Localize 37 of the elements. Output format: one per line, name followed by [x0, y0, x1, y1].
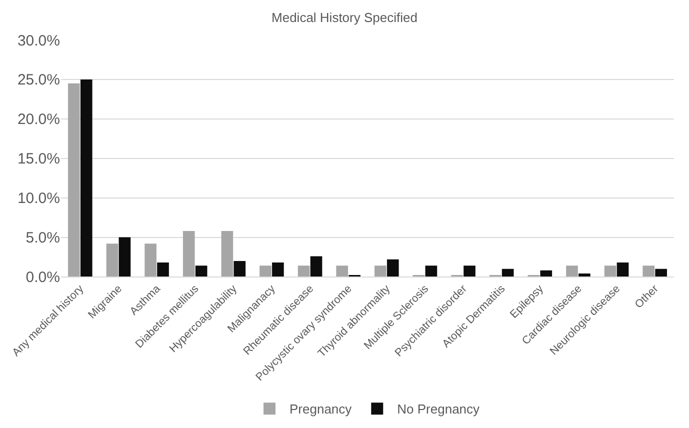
y-tick-label: 5.0%: [26, 230, 60, 247]
bar: [386, 259, 399, 277]
bar: [502, 268, 514, 277]
bar: [272, 262, 284, 277]
bar: [425, 266, 438, 277]
bar: [195, 266, 208, 277]
y-tick-label: 30.0%: [17, 32, 60, 50]
y-tick-label: 0.0%: [26, 268, 60, 286]
bar: [298, 266, 310, 277]
y-tick-label: 20.0%: [17, 111, 60, 128]
bar: [604, 266, 616, 277]
bar: [642, 266, 655, 277]
bar: [336, 266, 348, 277]
bar: [260, 266, 272, 277]
bar: [464, 266, 476, 277]
bar: [234, 260, 246, 277]
legend-label: Pregnancy: [290, 402, 352, 417]
chart-title: Medical History Specified: [272, 10, 418, 25]
bar: [106, 244, 118, 277]
bar: [144, 244, 156, 277]
bar: [310, 256, 322, 277]
bar: [80, 79, 92, 277]
legend-label: No Pregnancy: [397, 402, 480, 417]
bar: [578, 274, 590, 277]
bar: [118, 237, 131, 277]
y-tick-label: 10.0%: [17, 190, 60, 208]
bar: [157, 262, 169, 277]
bar: [221, 230, 234, 277]
bar: [616, 262, 629, 277]
bar: [566, 266, 578, 277]
bar: [182, 230, 195, 277]
y-tick-label: 15.0%: [17, 150, 60, 168]
bar: [374, 266, 386, 277]
bar: [540, 270, 552, 277]
bar: [655, 268, 667, 277]
y-tick-label: 25.0%: [17, 72, 60, 89]
bar: [68, 83, 80, 277]
